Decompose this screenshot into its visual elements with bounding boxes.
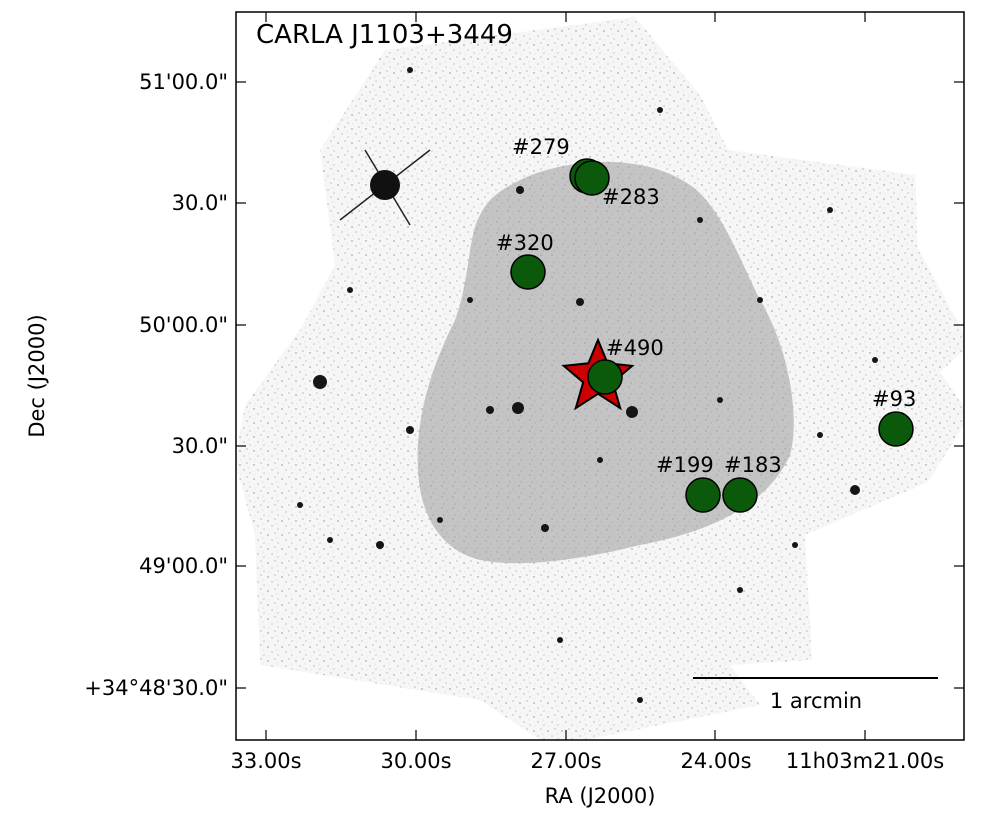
x-tick-label: 11h03m21.00s [786, 749, 944, 773]
panel-title: CARLA J1103+3449 [256, 20, 513, 50]
x-tick-label: 30.00s [380, 749, 451, 773]
y-axis-title: Dec (J2000) [25, 314, 49, 437]
object-label-490: #490 [606, 336, 664, 360]
plot-border [235, 11, 965, 741]
y-tick-label: 30.0" [172, 191, 228, 215]
object-marker-490[interactable] [587, 359, 623, 395]
object-label-320: #320 [496, 231, 554, 255]
y-tick-label: 30.0" [172, 434, 228, 458]
object-marker-183[interactable] [722, 477, 758, 513]
field-sources [297, 67, 878, 703]
x-axis-title: RA (J2000) [545, 784, 656, 808]
object-label-279: #279 [512, 135, 570, 159]
object-label-199: #199 [656, 453, 714, 477]
x-ticks [265, 12, 866, 740]
bright-star [339, 149, 431, 226]
y-tick-label: 49'00.0" [139, 554, 228, 578]
x-tick-label: 27.00s [530, 749, 601, 773]
y-ticks [236, 81, 964, 689]
object-label-283: #283 [602, 185, 660, 209]
object-marker-199[interactable] [685, 477, 721, 513]
object-marker-283[interactable] [574, 160, 610, 196]
scale-bar-label: 1 arcmin [770, 689, 862, 713]
object-label-183: #183 [724, 453, 782, 477]
y-tick-label: +34°48'30.0" [84, 676, 228, 700]
x-tick-label: 24.00s [680, 749, 751, 773]
object-marker-93[interactable] [878, 411, 914, 447]
object-marker-320[interactable] [510, 254, 546, 290]
object-label-93: #93 [872, 387, 916, 411]
y-tick-label: 51'00.0" [139, 70, 228, 94]
x-tick-label: 33.00s [230, 749, 301, 773]
y-tick-label: 50'00.0" [139, 313, 228, 337]
